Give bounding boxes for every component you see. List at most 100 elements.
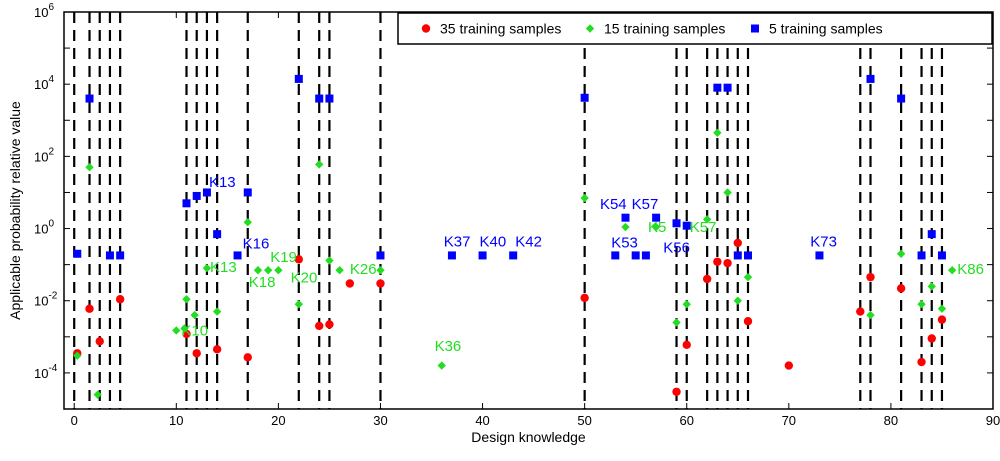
data-point (85, 94, 94, 103)
data-point (631, 251, 640, 260)
data-point (182, 199, 191, 208)
data-point (927, 334, 936, 343)
data-point (713, 83, 722, 92)
data-point (243, 188, 252, 197)
x-tick-label: 20 (271, 413, 285, 428)
legend-label: 35 training samples (440, 21, 561, 37)
data-point (621, 213, 630, 222)
x-tick-label: 60 (680, 413, 694, 428)
data-point (641, 251, 650, 260)
data-point (682, 221, 691, 230)
data-point (325, 256, 334, 265)
data-point (274, 266, 283, 275)
data-point (651, 222, 661, 232)
data-point (856, 307, 865, 316)
plot-frame (63, 11, 994, 410)
data-point (315, 321, 324, 331)
data-point (233, 251, 242, 260)
data-point (192, 349, 201, 358)
point-annotation: K40 (479, 233, 506, 250)
legend-box (397, 12, 993, 45)
data-point (723, 83, 732, 92)
data-point (335, 266, 344, 275)
point-annotation: K42 (515, 233, 542, 250)
data-point (917, 357, 926, 367)
data-point (937, 304, 947, 313)
y-tick-label: 104 (34, 74, 54, 92)
point-annotation: K57 (632, 196, 659, 213)
data-point (182, 295, 191, 304)
data-point (345, 279, 355, 288)
data-point (315, 94, 324, 103)
data-point (116, 251, 125, 260)
data-point (917, 251, 926, 260)
point-annotation: K54 (600, 196, 627, 213)
point-annotation: K37 (444, 233, 471, 250)
data-point (611, 251, 620, 260)
data-point (202, 188, 211, 197)
point-annotation: K16 (243, 235, 270, 252)
data-point (937, 315, 947, 324)
data-point (213, 230, 222, 239)
data-point (927, 282, 936, 291)
point-annotation: K5 (648, 219, 666, 236)
point-annotation: K26 (350, 261, 377, 278)
series-square (73, 74, 946, 260)
legend-marker (751, 24, 759, 33)
data-point (190, 310, 199, 320)
series-circle (73, 238, 947, 396)
point-annotation: K19 (270, 249, 297, 266)
legend-marker (421, 24, 431, 33)
y-tick-label: 106 (34, 2, 54, 20)
x-axis-title: Design knowledge (471, 429, 586, 445)
data-point (294, 300, 304, 309)
data-point (652, 213, 661, 222)
data-point (243, 353, 252, 362)
data-point (192, 191, 201, 200)
data-point (947, 266, 957, 275)
point-annotation: K20 (291, 269, 318, 286)
axis-ticks: 0 10 20 30 40 50 60 70 80 90 10-4 10-2 100 102 104 106 (34, 2, 1000, 428)
point-annotation: K36 (435, 338, 462, 355)
data-point (937, 251, 946, 260)
point-annotation: K86 (957, 261, 984, 278)
data-point (743, 272, 753, 282)
data-point (202, 263, 212, 273)
point-annotation: K13 (209, 174, 236, 191)
data-point (315, 160, 324, 169)
y-tick-label: 100 (34, 219, 54, 237)
data-point (723, 258, 732, 268)
data-point (713, 257, 722, 266)
dashed-reference-lines (73, 12, 944, 409)
point-annotation: K10 (181, 322, 208, 339)
y-axis-title: Applicable probability relative value (7, 101, 23, 320)
x-tick-label: 40 (475, 413, 489, 428)
data-point (896, 284, 906, 293)
data-point (723, 188, 732, 197)
data-point (743, 251, 752, 260)
data-point (621, 222, 630, 232)
series-diamond (73, 128, 957, 399)
point-annotation: K73 (810, 233, 837, 250)
data-point (85, 304, 94, 313)
x-tick-label: 90 (986, 413, 1000, 428)
data-point (784, 361, 794, 370)
x-tick-label: 10 (169, 413, 183, 428)
data-point (866, 310, 875, 320)
data-point (180, 324, 189, 333)
y-tick-label: 10-2 (34, 291, 58, 309)
data-point (580, 93, 589, 102)
data-point (672, 219, 681, 228)
data-point (294, 74, 303, 83)
data-point (866, 272, 875, 282)
data-point (743, 317, 753, 326)
data-point (243, 217, 252, 227)
data-point (733, 238, 742, 248)
data-point (212, 307, 222, 316)
data-point (325, 94, 334, 103)
y-tick-label: 102 (34, 146, 54, 164)
data-point (212, 345, 222, 354)
data-point (815, 251, 824, 260)
data-point (509, 251, 518, 260)
legend-marker (585, 24, 595, 33)
